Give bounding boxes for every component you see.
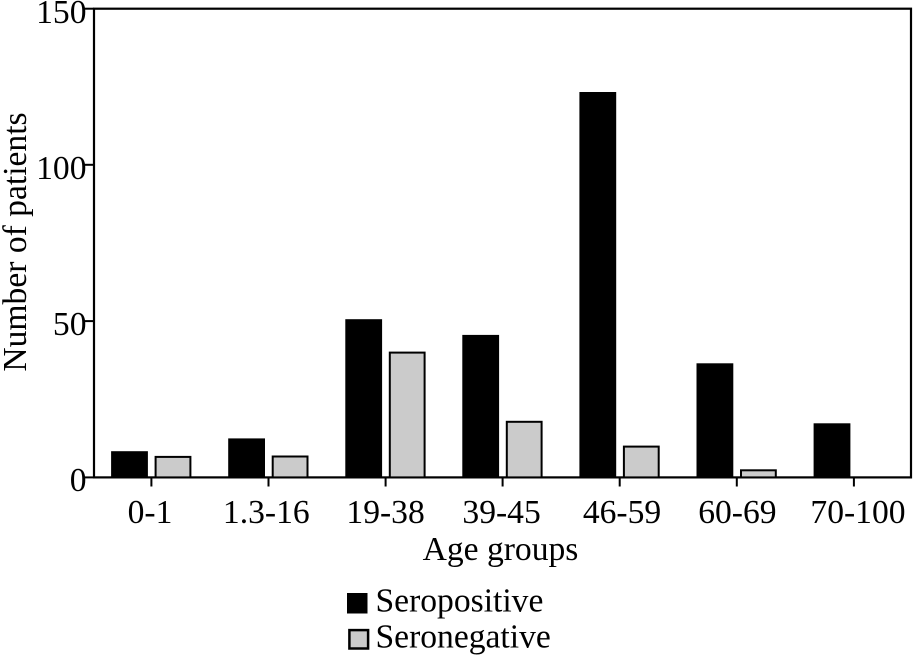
svg-text:Seronegative: Seronegative	[376, 619, 551, 656]
svg-text:39-45: 39-45	[462, 494, 540, 531]
svg-text:Age groups: Age groups	[423, 531, 579, 568]
svg-text:0: 0	[70, 462, 87, 499]
svg-text:100: 100	[36, 150, 86, 187]
svg-text:Number of patients: Number of patients	[0, 112, 34, 371]
svg-text:0-1: 0-1	[128, 494, 173, 531]
svg-text:150: 150	[36, 0, 86, 31]
svg-text:Seropositive: Seropositive	[376, 583, 544, 620]
svg-text:1.3-16: 1.3-16	[223, 494, 310, 531]
svg-text:70-100: 70-100	[810, 494, 905, 531]
svg-text:60-69: 60-69	[698, 494, 776, 531]
svg-text:19-38: 19-38	[346, 494, 424, 531]
svg-text:50: 50	[53, 306, 87, 343]
svg-text:46-59: 46-59	[583, 494, 661, 531]
